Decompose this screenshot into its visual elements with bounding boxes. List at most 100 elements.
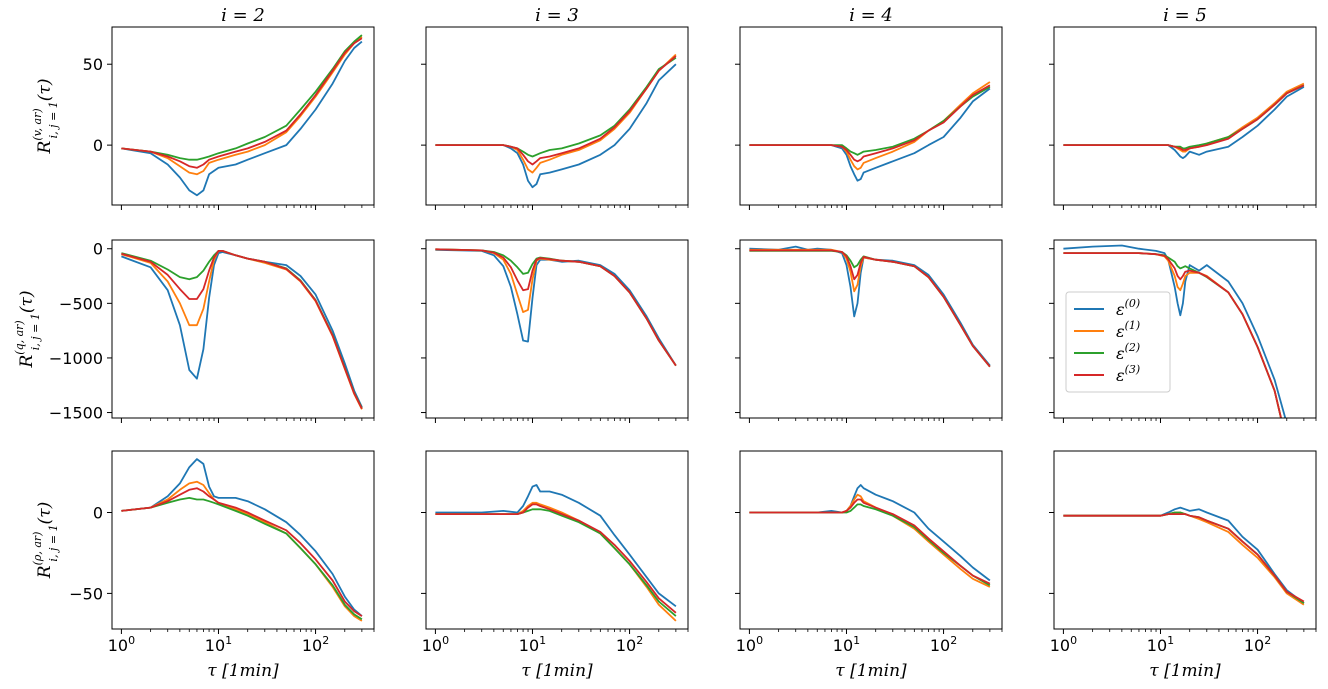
y-tick-label: 0 [93, 503, 103, 522]
series-line-eps0 [121, 251, 363, 408]
series-line-eps0 [749, 87, 991, 182]
series-line-eps1 [1063, 511, 1305, 606]
series-line-eps3 [749, 84, 991, 163]
row-ylabel-text: R(v, ar) i, j = 1(τ) [31, 79, 60, 155]
series-line-eps0 [435, 484, 677, 608]
panel-frame [111, 450, 375, 630]
column-titles: i = 2 i = 3 i = 4 i = 5 [221, 5, 1207, 26]
series-group [121, 34, 363, 197]
series-group [1063, 82, 1305, 159]
series-line-eps3 [749, 498, 991, 585]
row-ylabel: R(q, ar) i, j = 1(τ) [13, 290, 42, 368]
panel-r2-c4 [1049, 239, 1317, 423]
series-line-eps3 [121, 37, 363, 169]
panel-frame [425, 239, 689, 419]
y-tick-label: −50 [69, 584, 103, 603]
legend-entry-label: ε(0) [1116, 297, 1140, 319]
series-line-eps3 [1063, 84, 1305, 151]
panel-r3-c1: −50 0 100 101 102 τ [1min] [69, 450, 375, 681]
x-tick-label: 102 [616, 634, 643, 655]
series-line-eps1 [1063, 82, 1305, 153]
series-line-eps0 [121, 40, 363, 197]
series-group [121, 250, 363, 410]
x-tick-label: 102 [1244, 634, 1271, 655]
series-line-eps2 [1063, 511, 1305, 604]
column-title: i = 5 [1163, 5, 1207, 26]
series-line-eps2 [435, 56, 677, 158]
series-line-eps0 [435, 248, 677, 367]
x-axis-label: τ [1min] [835, 661, 907, 681]
series-group [121, 458, 363, 622]
series-group [749, 484, 991, 588]
x-axis-label: τ [1min] [1149, 661, 1221, 681]
panel-r3-c4: 100 101 102 τ [1min] [1049, 450, 1317, 681]
series-line-eps1 [749, 248, 991, 368]
series-group [435, 248, 677, 367]
series-line-eps2 [121, 34, 363, 161]
panel-frame [1053, 26, 1317, 206]
row-ylabel-text: R(q, ar) i, j = 1(τ) [13, 290, 42, 368]
x-tick-label: 101 [833, 634, 860, 655]
series-line-eps0 [1063, 86, 1305, 159]
panel-r1-c2 [421, 26, 689, 210]
x-tick-label: 100 [1050, 634, 1077, 655]
legend-entry-label: ε(3) [1116, 363, 1140, 385]
panel-frame [739, 239, 1003, 419]
series-line-eps3 [1063, 513, 1305, 603]
x-axis-label: τ [1min] [207, 661, 279, 681]
x-tick-label: 101 [519, 634, 546, 655]
y-tick-label: −1000 [49, 349, 103, 368]
row-ylabel: R(v, ar) i, j = 1(τ) [31, 79, 60, 155]
panel-r3-c2: 100 101 102 τ [1min] [421, 450, 689, 681]
series-line-eps0 [435, 63, 677, 189]
y-tick-label: −1500 [49, 404, 103, 423]
series-line-eps2 [749, 86, 991, 156]
panel-r3-c3: 100 101 102 τ [1min] [735, 450, 1003, 681]
x-tick-label: 101 [205, 634, 232, 655]
series-line-eps3 [435, 55, 677, 166]
x-tick-label: 101 [1147, 634, 1174, 655]
series-line-eps0 [121, 458, 363, 617]
series-line-eps0 [1063, 506, 1305, 604]
column-title: i = 4 [849, 5, 893, 26]
panel-frame [111, 239, 375, 419]
series-line-eps3 [749, 249, 991, 368]
panel-frame [1053, 450, 1317, 630]
x-tick-label: 100 [736, 634, 763, 655]
panel-r2-c2 [421, 239, 689, 423]
series-group [1063, 506, 1305, 606]
x-tick-label: 102 [302, 634, 329, 655]
series-group [749, 245, 991, 368]
y-tick-label: 0 [93, 136, 103, 155]
series-group [1063, 244, 1287, 418]
y-tick-label: 0 [93, 240, 103, 259]
column-title: i = 2 [221, 5, 265, 26]
panel-r1-c3 [735, 26, 1003, 210]
panel-r2-c1: −1500 −1000 −500 0 [49, 239, 375, 423]
panel-frame [739, 450, 1003, 630]
series-line-eps3 [121, 250, 363, 410]
panel-frame [739, 26, 1003, 206]
series-line-eps2 [749, 250, 991, 368]
series-line-eps2 [121, 497, 363, 621]
panel-r2-c3 [735, 239, 1003, 423]
series-line-eps0 [749, 245, 991, 367]
legend: ε(0)ε(1)ε(2)ε(3) [1065, 291, 1171, 393]
panel-r1-c1: 0 50 [83, 26, 375, 210]
panel-frame [111, 26, 375, 206]
series-line-eps2 [435, 508, 677, 617]
series-line-eps3 [121, 487, 363, 617]
y-tick-label: 50 [83, 55, 103, 74]
legend-entry-label: ε(2) [1116, 341, 1140, 363]
series-group [749, 81, 991, 182]
panel-r1-c4 [1049, 26, 1317, 210]
row-ylabel-text: R(ρ, ar) i, j = 1(τ) [31, 502, 60, 579]
x-axis-label: τ [1min] [521, 661, 593, 681]
legend-box [1065, 291, 1171, 393]
series-group [435, 53, 677, 189]
series-line-eps2 [121, 250, 363, 409]
row-ylabels: R(v, ar) i, j = 1(τ) R(q, ar) i, j = 1(τ) R(… [13, 79, 60, 580]
series-line-eps0 [1063, 244, 1287, 418]
